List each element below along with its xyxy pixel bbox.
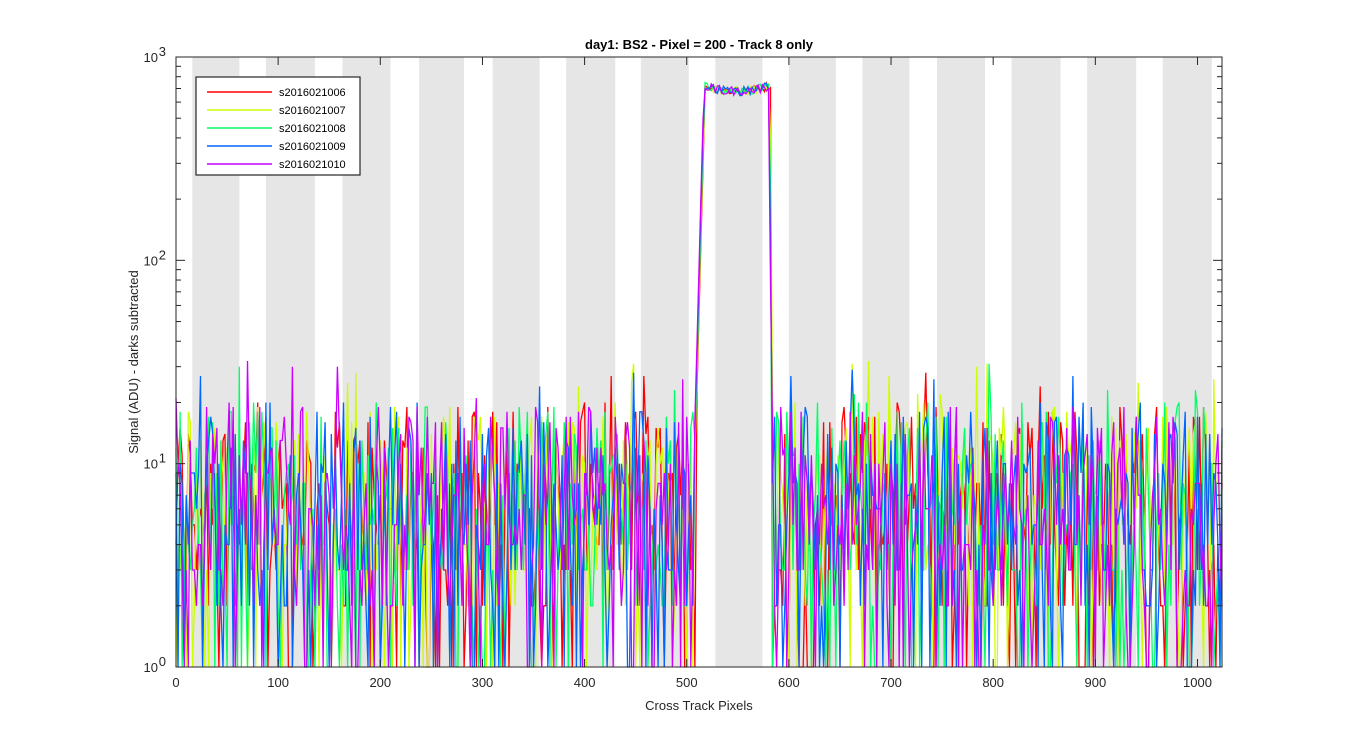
legend: s2016021006 s2016021007 s2016021008 s201602… bbox=[195, 76, 361, 176]
y-tick-exponent: 0 bbox=[159, 654, 166, 669]
x-tick-label: 600 bbox=[778, 675, 800, 690]
legend-label-s2016021007: s2016021007 bbox=[279, 105, 346, 117]
x-tick-label: 500 bbox=[676, 675, 698, 690]
x-tick-label: 300 bbox=[472, 675, 494, 690]
legend-box bbox=[195, 76, 361, 176]
x-tick-label: 900 bbox=[1084, 675, 1106, 690]
y-axis-label: Signal (ADU) - darks subtracted bbox=[126, 270, 141, 454]
y-tick-exponent: 1 bbox=[159, 451, 166, 466]
chart-title: day1: BS2 - Pixel = 200 - Track 8 only bbox=[585, 37, 814, 52]
x-tick-label: 0 bbox=[172, 675, 179, 690]
series-line-s2016021010 bbox=[175, 82, 1223, 668]
x-tick-label: 700 bbox=[880, 675, 902, 690]
legend-label-s2016021010: s2016021010 bbox=[279, 159, 346, 171]
axes-box bbox=[175, 56, 1223, 668]
x-tick-label: 200 bbox=[369, 675, 391, 690]
legend-label-s2016021009: s2016021009 bbox=[279, 141, 346, 153]
x-tick-label: 800 bbox=[982, 675, 1004, 690]
y-tick-label: 10 bbox=[144, 457, 158, 472]
x-tick-label: 400 bbox=[574, 675, 596, 690]
x-tick-label: 1000 bbox=[1183, 675, 1212, 690]
legend-label-s2016021008: s2016021008 bbox=[279, 123, 346, 135]
x-tick-label: 100 bbox=[267, 675, 289, 690]
y-tick-exponent: 3 bbox=[159, 44, 166, 59]
y-tick-label: 10 bbox=[144, 50, 158, 65]
plot-lines bbox=[175, 80, 1223, 668]
y-tick-exponent: 2 bbox=[159, 247, 166, 262]
x-axis-label: Cross Track Pixels bbox=[645, 698, 753, 713]
legend-entries: s2016021006 s2016021007 s2016021008 s201602… bbox=[207, 87, 346, 171]
y-tick-label: 10 bbox=[144, 253, 158, 268]
y-tick-label: 10 bbox=[144, 660, 158, 675]
legend-label-s2016021006: s2016021006 bbox=[279, 87, 346, 99]
track-band-8 bbox=[715, 57, 763, 667]
